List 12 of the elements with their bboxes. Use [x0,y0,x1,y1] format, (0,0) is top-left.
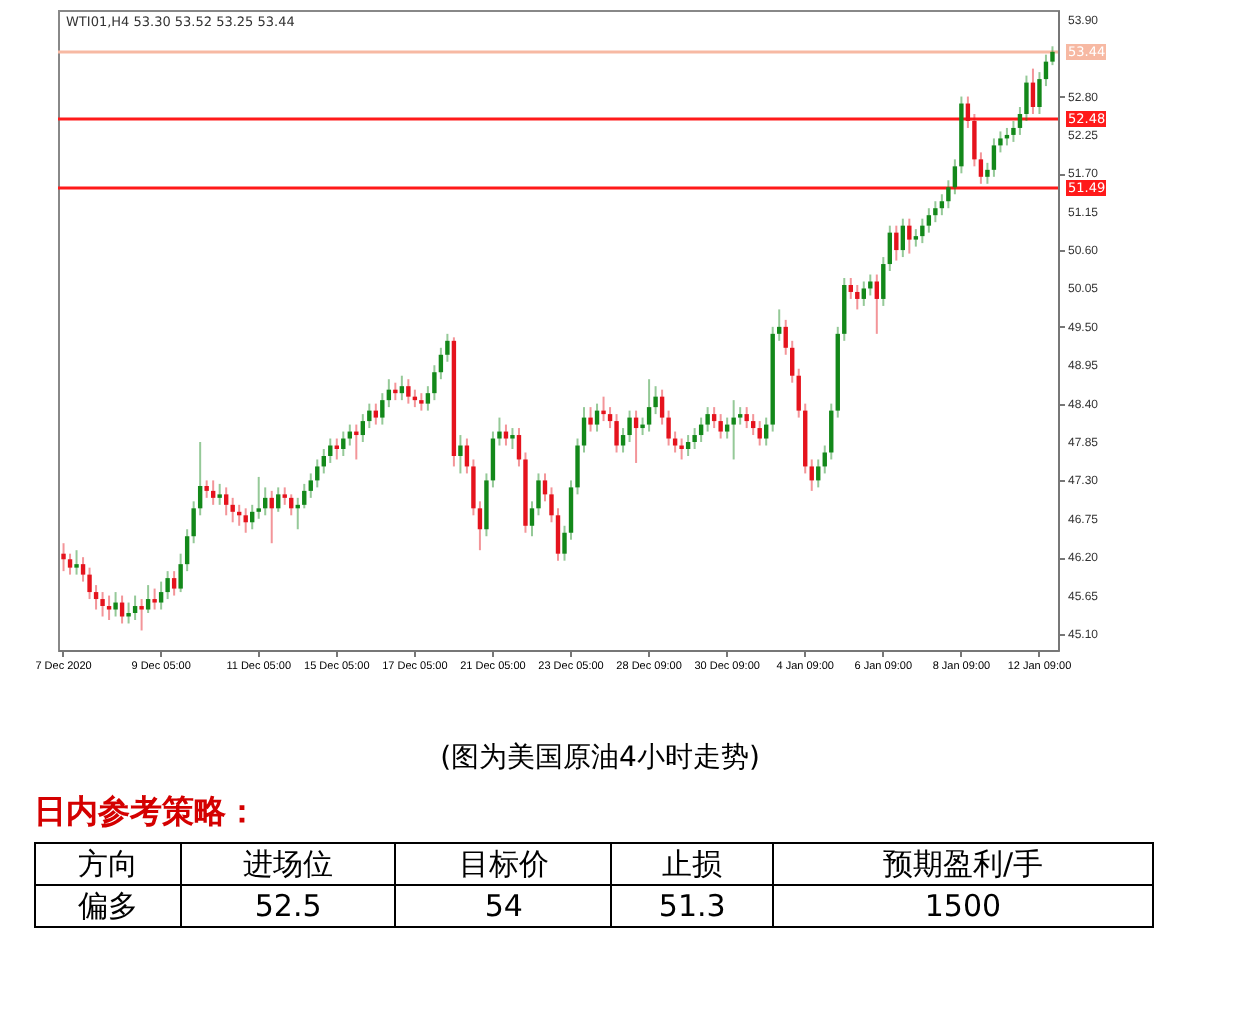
text: 偏多 [77,887,138,923]
text: 51.3 [658,888,726,924]
text: (图为美国原油4小时走势) [438,740,762,776]
category-label: 目标价 [395,843,612,885]
text: 1500 [924,888,1002,924]
text: 54 [484,888,523,924]
text: 日内参考策略： [34,792,260,834]
category-label: 方向 [35,843,181,885]
category-label: 进场位 [180,843,396,885]
category-label: 预期盈利/手 [772,843,1153,885]
category-label: 止损 [611,843,773,885]
text: 52.5 [254,888,322,924]
